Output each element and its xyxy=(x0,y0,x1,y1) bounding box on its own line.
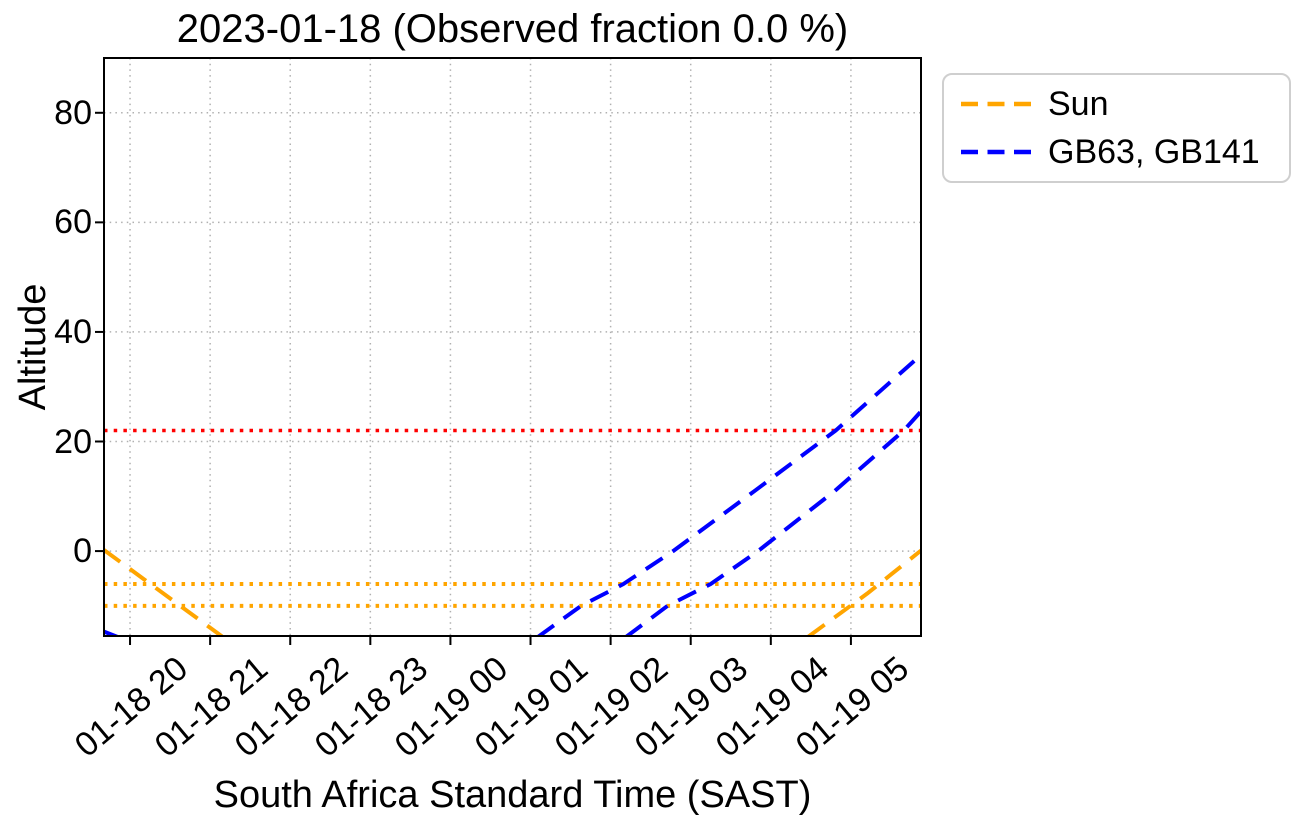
y-tick-label: 0 xyxy=(73,532,92,571)
y-tick-label: 80 xyxy=(54,93,92,132)
grid-lines xyxy=(104,58,921,636)
x-axis-label: South Africa Standard Time (SAST) xyxy=(213,774,812,816)
y-tick-label: 60 xyxy=(54,203,92,242)
axes-spines xyxy=(103,57,922,637)
legend-entry: GB63, GB141 xyxy=(944,133,1289,171)
chart-title: 2023-01-18 (Observed fraction 0.0 %) xyxy=(176,7,849,51)
axis-ticks xyxy=(95,111,852,645)
target-curve xyxy=(624,410,921,636)
sun-curve xyxy=(807,548,921,636)
legend: Sun GB63, GB141 xyxy=(942,73,1291,183)
legend-label: GB63, GB141 xyxy=(1048,133,1260,171)
threshold-lines xyxy=(104,428,921,608)
sun-curve xyxy=(104,548,224,636)
target-curve xyxy=(536,353,921,636)
legend-label: Sun xyxy=(1048,85,1109,123)
legend-dashed-line-sample xyxy=(961,101,1031,107)
target-curve xyxy=(104,629,119,636)
y-tick-label: 40 xyxy=(54,312,92,351)
data-curves xyxy=(104,353,921,636)
y-tick-label: 20 xyxy=(54,422,92,461)
legend-entry: Sun xyxy=(944,85,1289,123)
legend-dashed-line-sample xyxy=(961,149,1031,155)
